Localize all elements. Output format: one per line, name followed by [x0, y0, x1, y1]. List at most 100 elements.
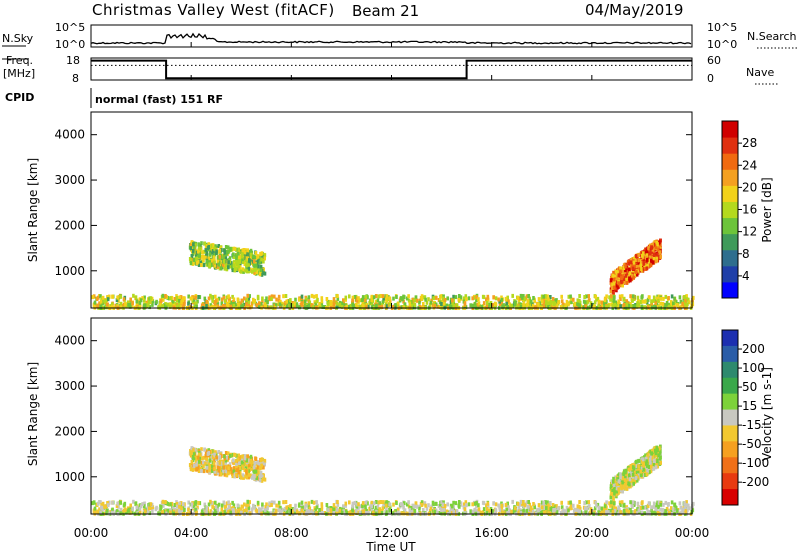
- velocity-cell: [378, 507, 381, 512]
- power-cell: [434, 302, 438, 307]
- power-cell: [198, 253, 201, 258]
- velocity-cell: [625, 482, 628, 487]
- velocity-cell: [178, 504, 181, 509]
- velocity-cell: [190, 446, 194, 451]
- velocity-cell: [377, 500, 381, 505]
- power-cell: [188, 305, 192, 310]
- velocity-cell: [169, 510, 172, 515]
- power-cell: [225, 295, 229, 300]
- power-cell: [591, 302, 595, 307]
- power-cell: [226, 245, 230, 250]
- power-cell: [617, 281, 620, 286]
- velocity-cell: [227, 456, 230, 460]
- velocity-cell: [652, 501, 656, 506]
- velocity-cell: [615, 489, 618, 494]
- power-cell: [552, 305, 556, 310]
- velocity-cell: [106, 501, 109, 505]
- velocity-cell: [275, 503, 278, 508]
- power-cell: [582, 305, 586, 310]
- velocity-cell: [208, 468, 211, 473]
- velocity-cell: [510, 509, 513, 514]
- velocity-cell: [523, 503, 527, 508]
- power-cell: [291, 303, 294, 308]
- velocity-cell: [117, 504, 120, 509]
- power-cell: [177, 302, 181, 307]
- power-cell: [135, 299, 139, 304]
- power-cell: [207, 296, 211, 301]
- power-cell: [291, 301, 295, 305]
- power-cell: [240, 254, 244, 259]
- velocity-cell: [200, 469, 203, 473]
- velocity-cell: [597, 507, 601, 512]
- power-cell: [255, 266, 259, 271]
- power-cell: [106, 297, 110, 302]
- x-axis-label: Time UT: [365, 540, 416, 554]
- frequency-trace: [91, 59, 692, 80]
- noise-left-label: N.Sky: [2, 32, 34, 45]
- power-cell: [216, 301, 220, 306]
- power-cell: [239, 267, 242, 271]
- velocity-cell: [245, 508, 248, 513]
- velocity-cell: [237, 470, 240, 475]
- power-cell: [540, 294, 544, 299]
- velocity-cell: [173, 503, 177, 507]
- velocity-cell: [214, 500, 217, 505]
- velocity-cell: [408, 507, 412, 512]
- velocity-cell: [653, 510, 656, 515]
- power-cell: [175, 298, 179, 303]
- power-cell: [617, 273, 621, 278]
- power-cell: [348, 294, 351, 299]
- power-cell: [295, 303, 299, 308]
- power-cell: [613, 302, 617, 307]
- power-cell: [608, 295, 611, 300]
- power-cell: [349, 303, 353, 308]
- power-cell: [129, 297, 132, 302]
- power-cell: [132, 293, 135, 298]
- velocity-cell: [376, 504, 380, 509]
- velocity-cell: [511, 509, 515, 514]
- power-cell: [403, 295, 406, 300]
- velocity-cell: [370, 504, 373, 509]
- velocity-cell: [253, 461, 257, 466]
- power-cell: [501, 304, 504, 309]
- power-cell: [169, 304, 172, 309]
- power-cell: [473, 295, 477, 300]
- velocity-cell: [216, 470, 220, 475]
- power-cell: [98, 301, 101, 306]
- velocity-cell: [542, 510, 546, 515]
- colorbar-tick-label: 20: [742, 180, 757, 194]
- power-cell: [463, 296, 466, 301]
- velocity-cell: [225, 455, 228, 460]
- velocity-cell: [681, 507, 684, 512]
- power-cell: [645, 266, 649, 271]
- velocity-cell: [475, 501, 478, 506]
- power-cell: [670, 303, 673, 307]
- velocity-cell: [233, 452, 237, 457]
- power-cell: [430, 298, 433, 303]
- power-cell: [378, 304, 381, 309]
- velocity-cell: [179, 501, 183, 506]
- power-cell: [650, 302, 653, 307]
- velocity-cell: [269, 511, 273, 516]
- power-cell: [155, 299, 158, 304]
- power-cell: [642, 267, 645, 272]
- velocity-cell: [254, 469, 258, 474]
- velocity-cell: [649, 469, 653, 474]
- power-cell: [482, 301, 486, 306]
- power-cell: [432, 296, 435, 301]
- velocity-cell: [315, 500, 318, 505]
- velocity-cell: [679, 505, 683, 510]
- velocity-cell: [486, 501, 490, 506]
- velocity-cell: [458, 500, 461, 504]
- velocity-cell: [202, 508, 206, 513]
- velocity-cell: [517, 504, 521, 509]
- power-cell: [504, 296, 508, 301]
- power-cell: [143, 295, 146, 300]
- power-cell: [370, 294, 374, 299]
- velocity-cell: [565, 505, 569, 510]
- power-cell: [545, 303, 548, 308]
- power-cell: [110, 302, 114, 307]
- power-cell: [200, 241, 203, 246]
- velocity-cell: [670, 509, 673, 513]
- velocity-cell: [407, 500, 410, 505]
